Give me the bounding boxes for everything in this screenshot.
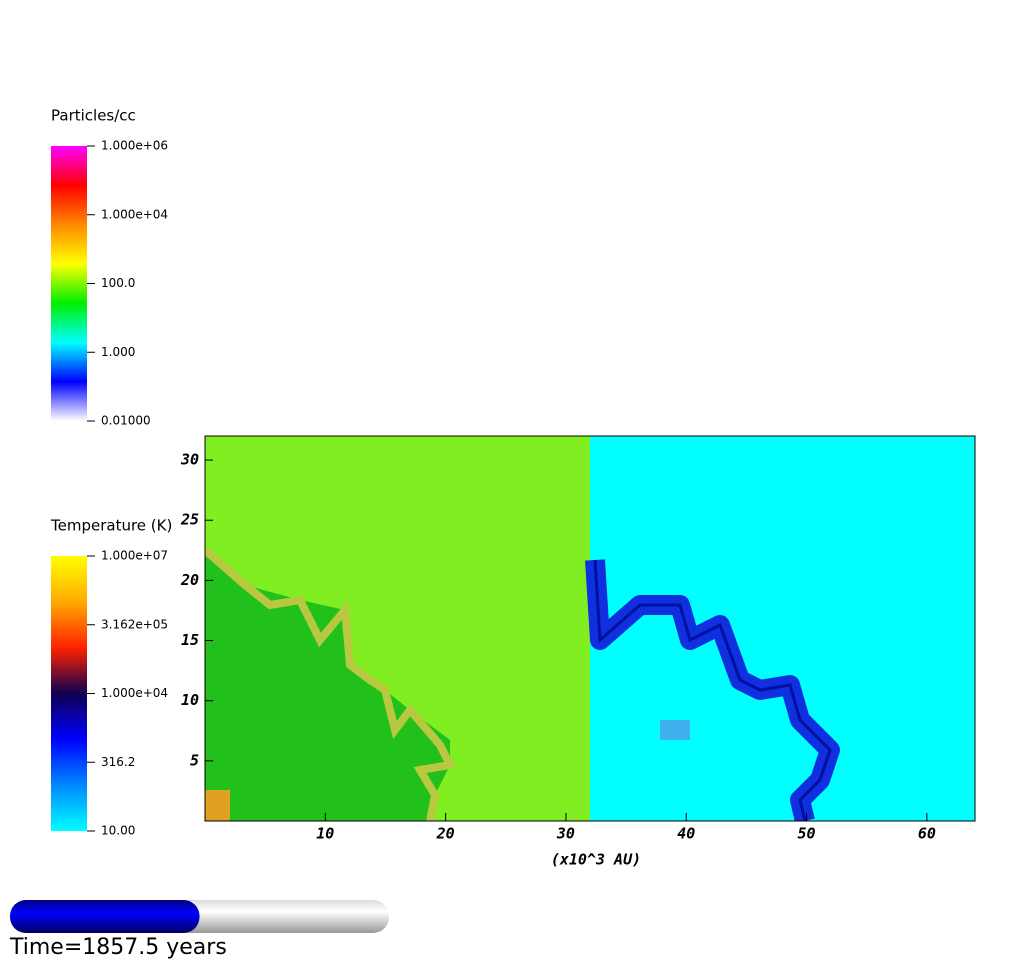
- x-tick-label: 60: [918, 825, 936, 843]
- y-tick-label: 10: [181, 691, 199, 709]
- x-tick-label: 50: [798, 825, 816, 843]
- y-tick-label: 5: [190, 751, 199, 769]
- field-image: [205, 436, 975, 821]
- y-tick-label: 20: [180, 571, 199, 589]
- colorbar-tick-label: 1.000e+04: [101, 207, 168, 221]
- colorbar-tick-label: 1.000e+04: [101, 686, 168, 700]
- y-tick-label: 15: [181, 631, 199, 649]
- x-tick-label: 10: [316, 825, 334, 843]
- y-tick-label: 25: [180, 511, 199, 529]
- x-tick-label: 40: [677, 825, 695, 843]
- colorbar: [51, 556, 87, 831]
- colorbar-tick-label: 10.00: [101, 824, 135, 838]
- x-tick-label: 20: [436, 825, 455, 843]
- colorbar-tick-label: 1.000e+07: [101, 549, 168, 563]
- colorbar-tick-label: 1.000e+06: [101, 139, 168, 153]
- time-label: Time=1857.5 years: [9, 935, 227, 960]
- x-axis-label: (x10^3 AU): [551, 851, 641, 869]
- progress-fill: [10, 900, 200, 933]
- colorbar: [51, 146, 87, 421]
- plot-frame: [204, 435, 976, 822]
- colorbar-tick-label: 3.162e+05: [101, 617, 168, 631]
- x-tick-label: 30: [556, 825, 575, 843]
- colorbar-title: Temperature (K): [50, 517, 172, 535]
- y-tick-label: 30: [180, 451, 199, 469]
- colorbar-tick-label: 100.0: [101, 276, 135, 290]
- colorbar-tick-label: 1.000: [101, 345, 135, 359]
- colorbar-title: Particles/cc: [51, 107, 136, 125]
- colorbar-tick-label: 0.01000: [101, 414, 151, 428]
- colorbar-tick-label: 316.2: [101, 755, 135, 769]
